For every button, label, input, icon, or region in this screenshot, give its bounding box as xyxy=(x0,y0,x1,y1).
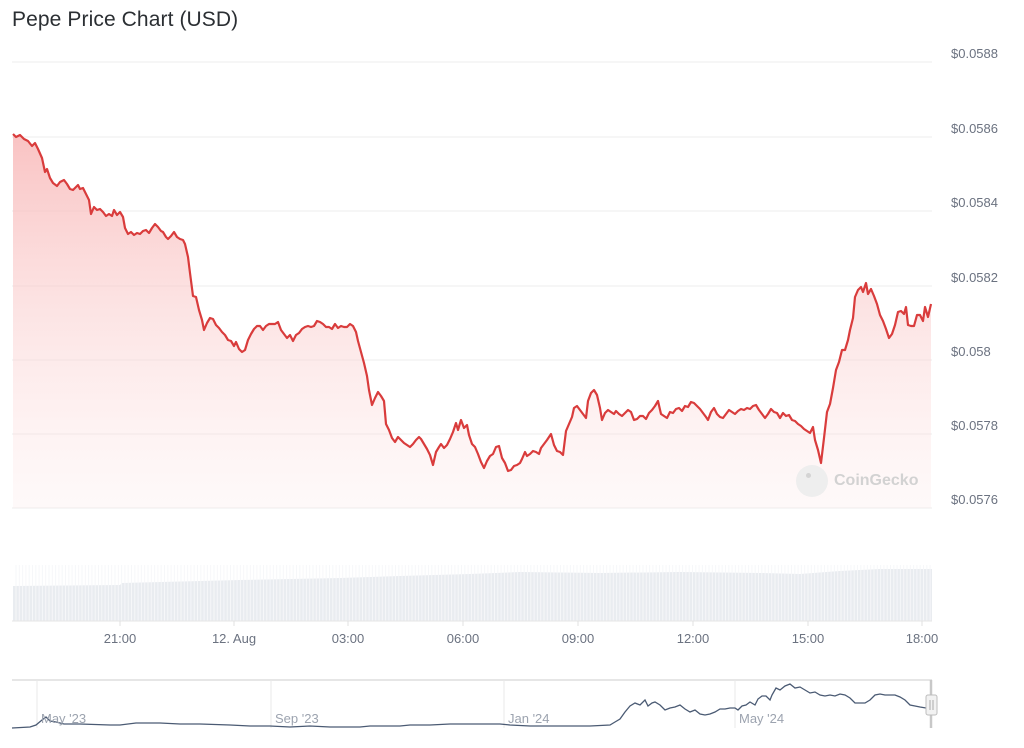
y-axis-label: $0.0588 xyxy=(951,46,998,61)
x-axis-label: 12:00 xyxy=(676,631,710,646)
coingecko-watermark: CoinGecko xyxy=(796,465,918,497)
navigator-handle[interactable] xyxy=(925,694,938,716)
y-axis-label: $0.0578 xyxy=(951,418,998,433)
navigator-label: Sep '23 xyxy=(275,711,319,726)
navigator-label: Jan '24 xyxy=(508,711,550,726)
x-axis-label: 06:00 xyxy=(446,631,480,646)
coingecko-logo-icon xyxy=(796,465,828,497)
x-axis-label: 18:00 xyxy=(905,631,939,646)
x-axis-label: 03:00 xyxy=(331,631,365,646)
y-axis-label: $0.0582 xyxy=(951,270,998,285)
page-title: Pepe Price Chart (USD) xyxy=(12,8,239,31)
x-axis-label: 21:00 xyxy=(103,631,137,646)
navigator-label: May '24 xyxy=(739,711,785,726)
navigator-line xyxy=(11,683,927,729)
y-axis-label: $0.0586 xyxy=(951,121,998,136)
x-axis-label: 12. Aug xyxy=(211,631,257,646)
x-axis-label: 15:00 xyxy=(791,631,825,646)
price-line xyxy=(12,133,933,473)
navigator[interactable] xyxy=(11,679,938,729)
x-axis-label: 09:00 xyxy=(561,631,595,646)
price-area xyxy=(13,134,931,508)
y-axis-label: $0.0584 xyxy=(951,195,998,210)
watermark-text: CoinGecko xyxy=(834,472,919,489)
navigator-label: May '23 xyxy=(41,711,87,726)
y-axis-label: $0.058 xyxy=(951,344,991,359)
volume-bars xyxy=(13,565,932,621)
y-axis-label: $0.0576 xyxy=(951,492,998,507)
